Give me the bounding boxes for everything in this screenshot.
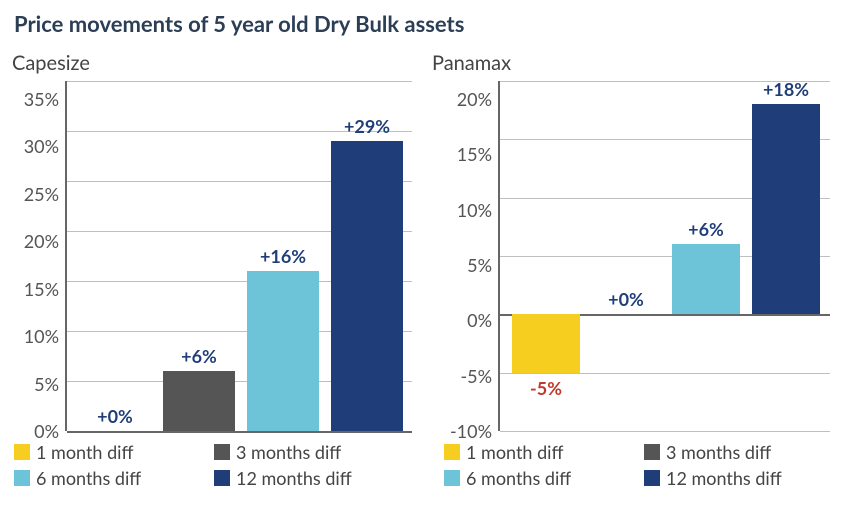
y-tick-label: 0% <box>467 311 492 329</box>
plot-wrap-capesize: 35%30%25%20%15%10%5%0% +0%+6%+16%+29% <box>10 81 420 431</box>
legend-text: 6 months diff <box>466 467 571 489</box>
legend-swatch-m3 <box>214 444 230 460</box>
plot-area-panamax: -5% +0% +6% +18% <box>498 81 828 431</box>
legend-swatch-m6 <box>444 470 460 486</box>
y-axis-capesize: 35%30%25%20%15%10%5%0% <box>10 81 65 431</box>
legend-item-m1: 1 month diff <box>14 441 214 463</box>
legend-swatch-m12 <box>214 470 230 486</box>
bar-label-m3: +0% <box>592 288 660 310</box>
chart-subtitle-capesize: Capesize <box>12 51 420 75</box>
y-tick-label: 20% <box>457 90 492 108</box>
y-tick-label: 30% <box>24 137 59 155</box>
bar-m3 <box>163 371 235 431</box>
bar-label-m12: +18% <box>752 78 820 100</box>
bar-m6 <box>247 271 319 431</box>
legend-item-m3: 3 months diff <box>644 441 844 463</box>
bar-label-m1: -5% <box>512 377 580 399</box>
legend-item-m3: 3 months diff <box>214 441 414 463</box>
legend-text: 12 months diff <box>666 467 782 489</box>
legend-item-m12: 12 months diff <box>644 467 844 489</box>
bar-label-m6: +16% <box>247 245 319 267</box>
legend-swatch-m6 <box>14 470 30 486</box>
legend-swatch-m12 <box>644 470 660 486</box>
legend-item-m6: 6 months diff <box>14 467 214 489</box>
legend-swatch-m3 <box>644 444 660 460</box>
y-tick-label: 15% <box>457 145 492 163</box>
legend-swatch-m1 <box>444 444 460 460</box>
bar-label-m3: +6% <box>163 345 235 367</box>
y-tick-label: 20% <box>24 232 59 250</box>
y-axis-panamax: 20%15%10%5%0%-5%-10% <box>430 81 498 431</box>
legend-panamax: 1 month diff 3 months diff 6 months diff 12… <box>444 441 844 493</box>
bar-label-m12: +29% <box>331 115 403 137</box>
y-tick-label: -10% <box>450 422 492 440</box>
chart-panamax: Panamax 20% 15% 10% 5% 0% -5% -10% -5% +0% +6% +1… <box>430 51 850 493</box>
plot-area-capesize: +0% +6% +16% +29% <box>65 81 410 431</box>
grid-line <box>500 431 830 432</box>
legend-text: 6 months diff <box>36 467 141 489</box>
bar-m12 <box>331 141 403 431</box>
main-title: Price movements of 5 year old Dry Bulk a… <box>14 10 850 37</box>
bar-m6 <box>672 244 740 314</box>
bar-m1 <box>512 314 580 372</box>
legend-item-m12: 12 months diff <box>214 467 414 489</box>
legend-text: 3 months diff <box>236 441 341 463</box>
y-tick-label: 5% <box>467 256 492 274</box>
y-tick-label: -5% <box>460 367 492 385</box>
grid-line <box>500 373 830 374</box>
grid-line <box>67 81 412 82</box>
legend-item-m1: 1 month diff <box>444 441 644 463</box>
chart-subtitle-panamax: Panamax <box>432 51 850 75</box>
y-tick-label: 15% <box>24 280 59 298</box>
y-tick-label: 10% <box>457 201 492 219</box>
y-tick-label: 5% <box>34 375 59 393</box>
legend-text: 3 months diff <box>666 441 771 463</box>
legend-swatch-m1 <box>14 444 30 460</box>
y-tick-label: 10% <box>24 327 59 345</box>
bar-label-m1: +0% <box>79 405 151 427</box>
legend-text: 1 month diff <box>36 441 133 463</box>
page-root: { "title": "Price movements of 5 year ol… <box>0 0 858 523</box>
bar-label-m6: +6% <box>672 218 740 240</box>
y-tick-label: 25% <box>24 185 59 203</box>
baseline <box>67 431 412 433</box>
legend-text: 1 month diff <box>466 441 563 463</box>
plot-wrap-panamax: 20%15%10%5%0%-5%-10% -5%+0%+6%+18% <box>430 81 850 431</box>
legend-capesize: 1 month diff 3 months diff 6 months diff 12… <box>14 441 414 493</box>
charts-row: Capesize 35% 30% 25% 20% 15% 10% 5% 0% +0% +6% +1… <box>10 51 850 493</box>
legend-item-m6: 6 months diff <box>444 467 644 489</box>
chart-capesize: Capesize 35% 30% 25% 20% 15% 10% 5% 0% +0% +6% +1… <box>10 51 420 493</box>
bar-m12 <box>752 104 820 314</box>
y-tick-label: 35% <box>24 90 59 108</box>
y-tick-label: 0% <box>34 422 59 440</box>
legend-text: 12 months diff <box>236 467 352 489</box>
